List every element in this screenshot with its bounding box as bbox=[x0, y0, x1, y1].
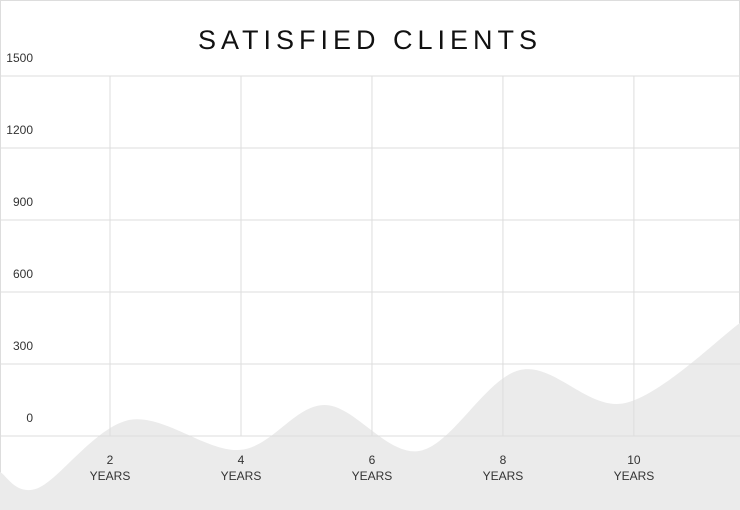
area bbox=[0, 322, 740, 510]
y-tick-label: 1500 bbox=[6, 51, 33, 65]
x-tick-label: 2 YEARS bbox=[89, 453, 131, 483]
x-tick-label: 4 YEARS bbox=[220, 453, 262, 483]
chart-title: SATISFIED CLIENTS bbox=[198, 25, 542, 55]
x-tick-label: 10 YEARS bbox=[613, 453, 655, 483]
x-tick-label: 8 YEARS bbox=[482, 453, 524, 483]
y-tick-label: 600 bbox=[13, 267, 33, 281]
y-tick-label: 900 bbox=[13, 195, 33, 209]
y-tick-label: 0 bbox=[26, 411, 33, 425]
y-tick-label: 1200 bbox=[6, 123, 33, 137]
y-tick-label: 300 bbox=[13, 339, 33, 353]
x-tick-label: 6 YEARS bbox=[351, 453, 393, 483]
